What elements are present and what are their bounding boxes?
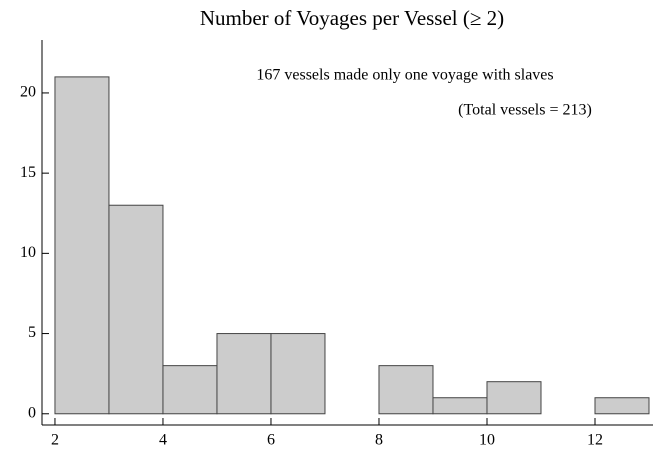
bar <box>108 204 164 415</box>
bar <box>162 365 218 415</box>
bar <box>432 397 488 415</box>
x-tick-label: 2 <box>51 432 59 449</box>
y-tick-label: 20 <box>20 84 36 101</box>
bar <box>486 381 542 415</box>
y-tick-label: 5 <box>28 324 36 341</box>
bar <box>270 333 326 415</box>
x-tick-label: 10 <box>479 432 495 449</box>
bar <box>216 333 272 415</box>
x-tick-label: 12 <box>587 432 603 449</box>
x-tick-label: 8 <box>375 432 383 449</box>
annotation: (Total vessels = 213) <box>458 102 592 119</box>
bar <box>378 365 434 415</box>
chart-title: Number of Voyages per Vessel (≥ 2) <box>200 6 504 30</box>
x-tick-label: 6 <box>267 432 275 449</box>
y-tick-label: 0 <box>28 404 36 421</box>
annotation: 167 vessels made only one voyage with sl… <box>256 67 553 84</box>
bar <box>54 76 110 415</box>
x-tick-label: 4 <box>159 432 167 449</box>
y-tick-label: 10 <box>20 244 36 261</box>
y-tick-label: 15 <box>20 164 36 181</box>
bar <box>594 397 650 415</box>
